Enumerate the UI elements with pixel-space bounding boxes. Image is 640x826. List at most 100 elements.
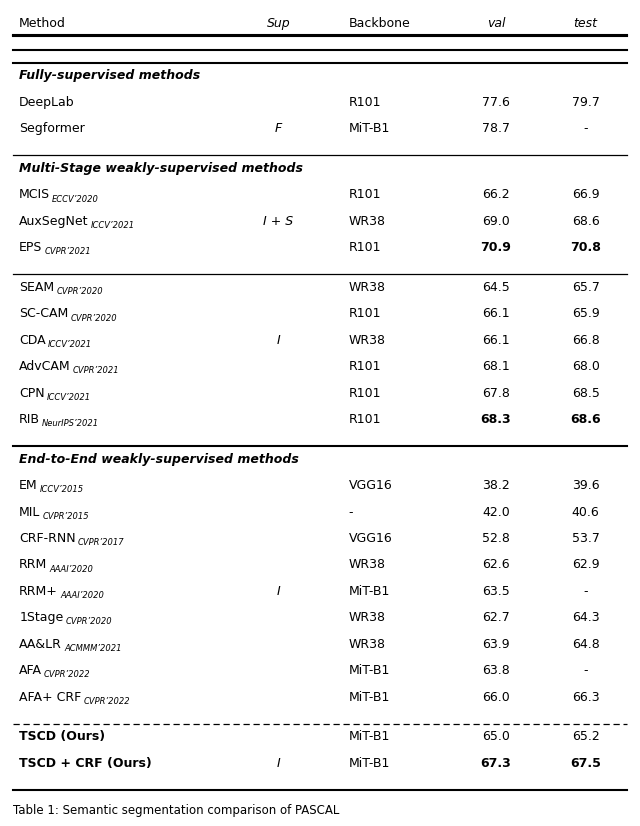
- Text: CVPR’2020: CVPR’2020: [70, 314, 117, 322]
- Text: 69.0: 69.0: [482, 215, 510, 228]
- Text: R101: R101: [349, 387, 381, 400]
- Text: EM: EM: [19, 479, 38, 492]
- Text: 39.6: 39.6: [572, 479, 600, 492]
- Text: R101: R101: [349, 241, 381, 254]
- Text: SEAM: SEAM: [19, 281, 54, 294]
- Text: Fully-supervised methods: Fully-supervised methods: [19, 69, 200, 83]
- Text: I: I: [276, 585, 280, 598]
- Text: AAAI’2020: AAAI’2020: [49, 565, 93, 573]
- Text: R101: R101: [349, 188, 381, 202]
- Text: AFA+ CRF: AFA+ CRF: [19, 691, 81, 704]
- Text: AdvCAM: AdvCAM: [19, 360, 71, 373]
- Text: MCIS: MCIS: [19, 188, 51, 202]
- Text: CVPR’2020: CVPR’2020: [65, 618, 112, 626]
- Text: ACMMM’2021: ACMMM’2021: [64, 644, 122, 653]
- Text: 64.3: 64.3: [572, 611, 600, 624]
- Text: 63.9: 63.9: [482, 638, 510, 651]
- Text: WR38: WR38: [349, 611, 386, 624]
- Text: WR38: WR38: [349, 558, 386, 572]
- Text: CVPR’2020: CVPR’2020: [56, 287, 103, 296]
- Text: WR38: WR38: [349, 281, 386, 294]
- Text: 66.1: 66.1: [482, 334, 510, 347]
- Text: R101: R101: [349, 413, 381, 426]
- Text: ECCV’2020: ECCV’2020: [52, 195, 99, 203]
- Text: 65.2: 65.2: [572, 730, 600, 743]
- Text: 52.8: 52.8: [482, 532, 510, 545]
- Text: CVPR’2021: CVPR’2021: [45, 248, 91, 256]
- Text: 65.7: 65.7: [572, 281, 600, 294]
- Text: WR38: WR38: [349, 638, 386, 651]
- Text: 68.6: 68.6: [570, 413, 601, 426]
- Text: -: -: [583, 122, 588, 135]
- Text: Segformer: Segformer: [19, 122, 85, 135]
- Text: EPS: EPS: [19, 241, 43, 254]
- Text: AuxSegNet: AuxSegNet: [19, 215, 89, 228]
- Text: Backbone: Backbone: [349, 17, 410, 30]
- Text: CRF-RNN: CRF-RNN: [19, 532, 76, 545]
- Text: -: -: [583, 664, 588, 677]
- Text: 53.7: 53.7: [572, 532, 600, 545]
- Text: MiT-B1: MiT-B1: [349, 730, 390, 743]
- Text: R101: R101: [349, 360, 381, 373]
- Text: -: -: [349, 506, 353, 519]
- Text: Sup: Sup: [267, 17, 290, 30]
- Text: test: test: [573, 17, 598, 30]
- Text: CVPR’2021: CVPR’2021: [73, 367, 120, 375]
- Text: I: I: [276, 757, 280, 770]
- Text: NeurIPS’2021: NeurIPS’2021: [42, 420, 99, 428]
- Text: 78.7: 78.7: [482, 122, 510, 135]
- Text: I: I: [276, 334, 280, 347]
- Text: F: F: [275, 122, 282, 135]
- Text: 66.9: 66.9: [572, 188, 600, 202]
- Text: 65.0: 65.0: [482, 730, 510, 743]
- Text: MiT-B1: MiT-B1: [349, 585, 390, 598]
- Text: VGG16: VGG16: [349, 479, 392, 492]
- Text: 63.5: 63.5: [482, 585, 510, 598]
- Text: CVPR’2015: CVPR’2015: [42, 512, 89, 520]
- Text: End-to-End weakly-supervised methods: End-to-End weakly-supervised methods: [19, 453, 299, 466]
- Text: ICCV’2021: ICCV’2021: [47, 393, 91, 401]
- Text: val: val: [487, 17, 505, 30]
- Text: TSCD (Ours): TSCD (Ours): [19, 730, 106, 743]
- Text: MiT-B1: MiT-B1: [349, 757, 390, 770]
- Text: 63.8: 63.8: [482, 664, 510, 677]
- Text: WR38: WR38: [349, 215, 386, 228]
- Text: 40.6: 40.6: [572, 506, 600, 519]
- Text: TSCD + CRF (Ours): TSCD + CRF (Ours): [19, 757, 152, 770]
- Text: VGG16: VGG16: [349, 532, 392, 545]
- Text: MiT-B1: MiT-B1: [349, 664, 390, 677]
- Text: 68.5: 68.5: [572, 387, 600, 400]
- Text: 64.5: 64.5: [482, 281, 510, 294]
- Text: 77.6: 77.6: [482, 96, 510, 109]
- Text: AAAI’2020: AAAI’2020: [60, 591, 104, 600]
- Text: 66.0: 66.0: [482, 691, 510, 704]
- Text: R101: R101: [349, 307, 381, 320]
- Text: 62.6: 62.6: [482, 558, 510, 572]
- Text: 68.6: 68.6: [572, 215, 600, 228]
- Text: AFA: AFA: [19, 664, 42, 677]
- Text: 79.7: 79.7: [572, 96, 600, 109]
- Text: 67.5: 67.5: [570, 757, 601, 770]
- Text: MiT-B1: MiT-B1: [349, 122, 390, 135]
- Text: 68.1: 68.1: [482, 360, 510, 373]
- Text: Table 1: Semantic segmentation comparison of PASCAL: Table 1: Semantic segmentation compariso…: [13, 805, 339, 817]
- Text: MIL: MIL: [19, 506, 40, 519]
- Text: 66.2: 66.2: [482, 188, 510, 202]
- Text: 38.2: 38.2: [482, 479, 510, 492]
- Text: 1Stage: 1Stage: [19, 611, 63, 624]
- Text: CVPR’2017: CVPR’2017: [77, 539, 124, 547]
- Text: 64.8: 64.8: [572, 638, 600, 651]
- Text: 66.1: 66.1: [482, 307, 510, 320]
- Text: -: -: [583, 585, 588, 598]
- Text: CVPR’2022: CVPR’2022: [83, 697, 130, 705]
- Text: 68.3: 68.3: [481, 413, 511, 426]
- Text: 66.3: 66.3: [572, 691, 600, 704]
- Text: MiT-B1: MiT-B1: [349, 691, 390, 704]
- Text: ICCV’2021: ICCV’2021: [91, 221, 135, 230]
- Text: Multi-Stage weakly-supervised methods: Multi-Stage weakly-supervised methods: [19, 162, 303, 175]
- Text: 67.3: 67.3: [481, 757, 511, 770]
- Text: 66.8: 66.8: [572, 334, 600, 347]
- Text: 65.9: 65.9: [572, 307, 600, 320]
- Text: CPN: CPN: [19, 387, 45, 400]
- Text: RRM: RRM: [19, 558, 47, 572]
